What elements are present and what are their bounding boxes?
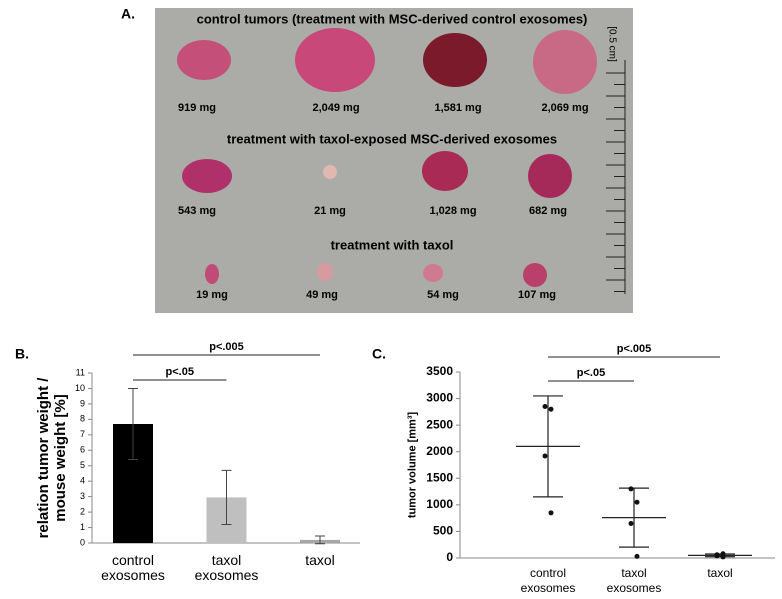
y-tick-label: 1000 (426, 497, 453, 511)
group-title: treatment with taxol-exposed MSC-derived… (227, 131, 557, 146)
tumor (317, 263, 333, 281)
y-tick-label: 5 (80, 460, 85, 470)
weight-label: 1,581 mg (434, 102, 481, 114)
y-tick-label: 6 (80, 445, 85, 455)
y-tick-label: 11 (76, 367, 85, 377)
y-tick-label: 7 (80, 429, 85, 439)
y-tick-label: 2 (80, 506, 85, 516)
x-tick-label: taxol exosomes (606, 566, 662, 595)
error-bar (128, 387, 138, 461)
y-tick-label: 500 (433, 524, 453, 538)
tumor (177, 40, 231, 80)
error-bar (619, 487, 649, 548)
y-tick-label: 2000 (426, 444, 453, 458)
tumor (295, 28, 375, 92)
y-tick-label: 8 (80, 414, 85, 424)
tumor (205, 264, 219, 284)
weight-label: 19 mg (196, 289, 228, 301)
tumor (528, 154, 572, 198)
panel-label: C. (372, 346, 386, 362)
significance-label: p<.05 (166, 366, 194, 378)
data-point (634, 499, 640, 505)
significance-label: p<.05 (577, 367, 605, 379)
y-tick-label: 1 (80, 522, 85, 532)
data-point (542, 453, 548, 459)
data-point (628, 486, 634, 492)
x-tick-label: taxol (707, 566, 733, 580)
y-tick-label: 1500 (426, 470, 453, 484)
data-point (548, 510, 554, 516)
data-point (628, 520, 634, 526)
weight-label: 2,049 mg (312, 102, 359, 114)
y-tick-label: 3000 (426, 391, 453, 405)
significance-label: p<.005 (617, 343, 652, 355)
tumor (423, 264, 443, 282)
x-tick-label: taxol exosomes (194, 552, 259, 583)
tumor (323, 165, 337, 179)
group-title: treatment with taxol (331, 237, 454, 252)
y-tick-label: 2500 (426, 417, 453, 431)
significance-label: p<.005 (209, 341, 244, 353)
tumors (177, 28, 597, 287)
y-axis-label: tumor volume [mm³] (406, 411, 419, 519)
data-point (714, 553, 720, 559)
ruler (606, 60, 626, 294)
weight-label: 107 mg (518, 289, 556, 301)
tumor (423, 33, 487, 87)
weight-label: 54 mg (427, 289, 459, 301)
tumor (182, 159, 232, 193)
panel-label: A. (121, 6, 135, 22)
y-tick-label: 3500 (426, 364, 453, 378)
y-tick-label: 0 (80, 537, 85, 547)
group-title: control tumors (treatment with MSC-deriv… (197, 11, 588, 26)
data-point (634, 553, 640, 559)
tumor (523, 263, 547, 287)
error-bar (315, 535, 325, 545)
x-tick-label: control exosomes (101, 552, 165, 583)
weight-label: 21 mg (314, 205, 346, 217)
panel-label: B. (15, 346, 29, 362)
weight-label: 1,028 mg (429, 205, 476, 217)
data-point (542, 404, 548, 410)
scale-label: [0.5 cm] (606, 26, 617, 62)
y-tick-label: 9 (80, 398, 85, 408)
x-tick-label: taxol (305, 552, 335, 568)
error-bar (533, 395, 563, 498)
y-tick-label: 4 (80, 476, 85, 486)
weight-label: 2,069 mg (541, 102, 588, 114)
error-bar (705, 553, 735, 558)
x-tick-label: control exosomes (520, 566, 576, 595)
y-axis-label: relation tumor weight / mouse weight [%] (35, 377, 69, 539)
weight-label: 919 mg (178, 102, 216, 114)
y-tick-label: 0 (446, 550, 453, 564)
weight-label: 682 mg (529, 205, 567, 217)
y-tick-label: 3 (80, 491, 85, 501)
tumor (422, 151, 468, 191)
data-point (548, 406, 554, 412)
data-point (720, 554, 726, 560)
weight-label: 49 mg (306, 289, 338, 301)
weight-label: 543 mg (178, 205, 216, 217)
error-bar (221, 469, 232, 525)
tumor (533, 30, 597, 94)
y-tick-label: 10 (75, 383, 85, 393)
